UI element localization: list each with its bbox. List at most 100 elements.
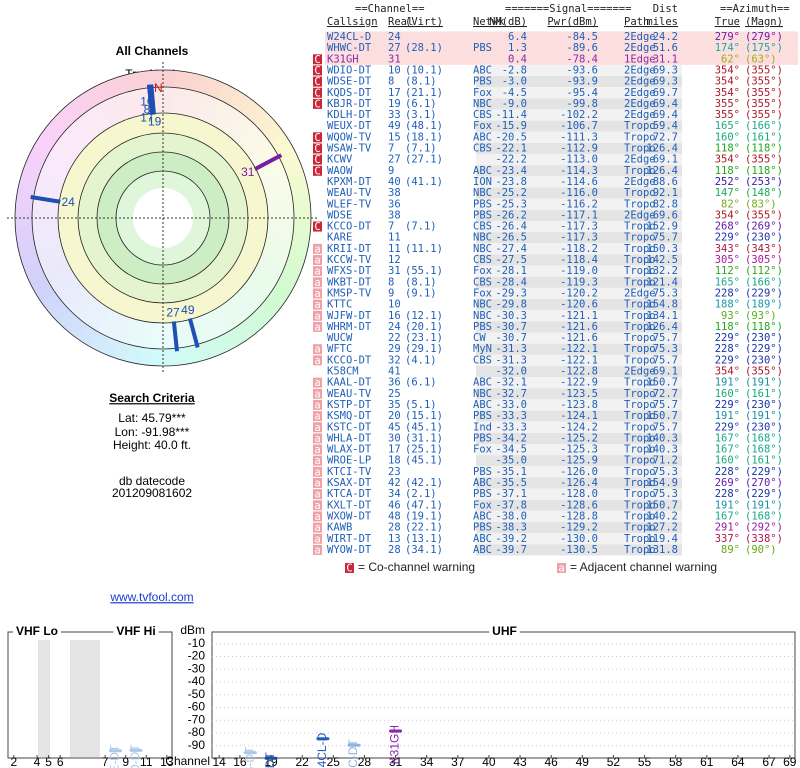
row-band [476, 64, 682, 77]
station-label: 10 [140, 95, 154, 109]
table-cell: 34 [388, 488, 401, 500]
section-title: VHF Hi [116, 624, 155, 638]
compass-ring [255, 302, 277, 324]
compass-ring [267, 206, 294, 219]
table-cell: Tropo [624, 388, 656, 400]
table-cell: -128.8 [560, 510, 598, 522]
warning-box [313, 243, 322, 254]
table-cell: 69.1 [653, 154, 678, 166]
table-cell: -111.3 [560, 131, 598, 143]
column-header: Path [624, 16, 649, 28]
table-cell: (21.1) [405, 87, 443, 99]
table-cell: Tropo [624, 354, 656, 366]
warning-marker: a [314, 321, 320, 333]
row-band [476, 165, 682, 177]
legend-text: = Co-channel warning [358, 560, 475, 574]
table-cell: CBS [473, 221, 492, 233]
table-cell: (48.1) [405, 120, 443, 132]
compass-ring [107, 312, 128, 342]
x-tick-label: 28 [358, 755, 372, 768]
table-cell: KAAL-DT [327, 377, 372, 389]
warning-box [313, 388, 322, 399]
table-cell: -26.4 [495, 221, 527, 233]
y-tick-label: -30 [188, 661, 206, 675]
table-cell: 354° [715, 76, 740, 88]
station-label: 8 [144, 103, 151, 117]
x-tick-label: 9 [122, 755, 129, 768]
table-cell: (161°) [745, 388, 783, 400]
table-cell: (355°) [745, 109, 783, 121]
column-header: miles [646, 16, 678, 28]
table-cell: -123.8 [560, 399, 598, 411]
table-cell: 46 [388, 499, 401, 511]
table-cell: (168°) [745, 510, 783, 522]
table-cell: 0.4 [508, 53, 527, 65]
table-cell: -31.3 [495, 343, 527, 355]
table-cell: Tropo [624, 466, 656, 478]
row-band [476, 87, 682, 99]
table-cell: (90°) [745, 544, 777, 556]
compass-ring [36, 172, 65, 191]
row-band [476, 287, 682, 300]
warning-box [313, 154, 322, 165]
table-cell: 279° [715, 31, 740, 43]
legend-marker: a [558, 563, 564, 575]
table-cell: Tropo [624, 120, 656, 132]
table-cell: 140.3 [646, 444, 678, 456]
station-label: 31 [241, 165, 255, 179]
x-tick-label: 22 [296, 755, 310, 768]
row-band [476, 321, 682, 333]
datecode: 201209081602 [112, 486, 192, 500]
site-link[interactable]: www.tvfool.com [109, 590, 193, 604]
warning-marker: a [314, 466, 320, 478]
table-cell: 291° [715, 522, 740, 534]
table-cell: PBS [473, 209, 492, 221]
table-cell: (25.1) [405, 444, 443, 456]
table-cell: KAWB [327, 522, 352, 534]
table-cell: (230°) [745, 421, 783, 433]
row-highlight [325, 31, 798, 43]
table-cell: -15.9 [495, 120, 527, 132]
warning-marker: a [314, 288, 320, 300]
compass-ring [36, 244, 65, 263]
warning-box [313, 411, 322, 422]
warning-box [313, 143, 322, 154]
table-cell: WXOW-DT [327, 510, 372, 522]
table-cell: 191° [715, 377, 740, 389]
table-cell: 9 [388, 165, 394, 177]
band-gap [38, 640, 50, 757]
table-cell: -130.5 [560, 544, 598, 556]
compass-ring [28, 143, 50, 163]
table-cell: (93°) [745, 310, 777, 322]
table-cell: PBS [473, 42, 492, 54]
table-cell: 131.8 [646, 544, 678, 556]
table-cell: 2Edge [624, 176, 656, 188]
station-bearing [171, 321, 179, 352]
table-cell: (34.1) [405, 544, 443, 556]
table-cell: WYOW-DT [327, 544, 372, 556]
table-cell: (269°) [745, 221, 783, 233]
compass-ring [198, 94, 219, 124]
row-band [476, 76, 682, 88]
table-cell: 75.3 [653, 488, 678, 500]
compass-ring [107, 94, 128, 123]
table-cell: WSAW-TV [327, 143, 372, 155]
table-cell: WEAU-TV [327, 388, 372, 400]
channel-table: ==Channel== =======Signal======= Dist ==Azi… [313, 3, 798, 575]
table-cell: 2Edge [624, 109, 656, 121]
table-cell: (355°) [745, 98, 783, 110]
row-band [476, 510, 682, 523]
table-cell: KTTC [327, 299, 352, 311]
compass-ring [264, 184, 293, 201]
table-cell: 33 [388, 109, 401, 121]
table-cell: Tropo [624, 432, 656, 444]
table-cell: -37.8 [495, 499, 527, 511]
table-cell: ABC [473, 64, 492, 76]
table-cell: (229°) [745, 488, 783, 500]
compass-ring [149, 348, 163, 366]
table-cell: ABC [473, 544, 492, 556]
compass-ring [17, 240, 37, 257]
table-cell: Tropo [624, 377, 656, 389]
table-cell: (22.1) [405, 522, 443, 534]
